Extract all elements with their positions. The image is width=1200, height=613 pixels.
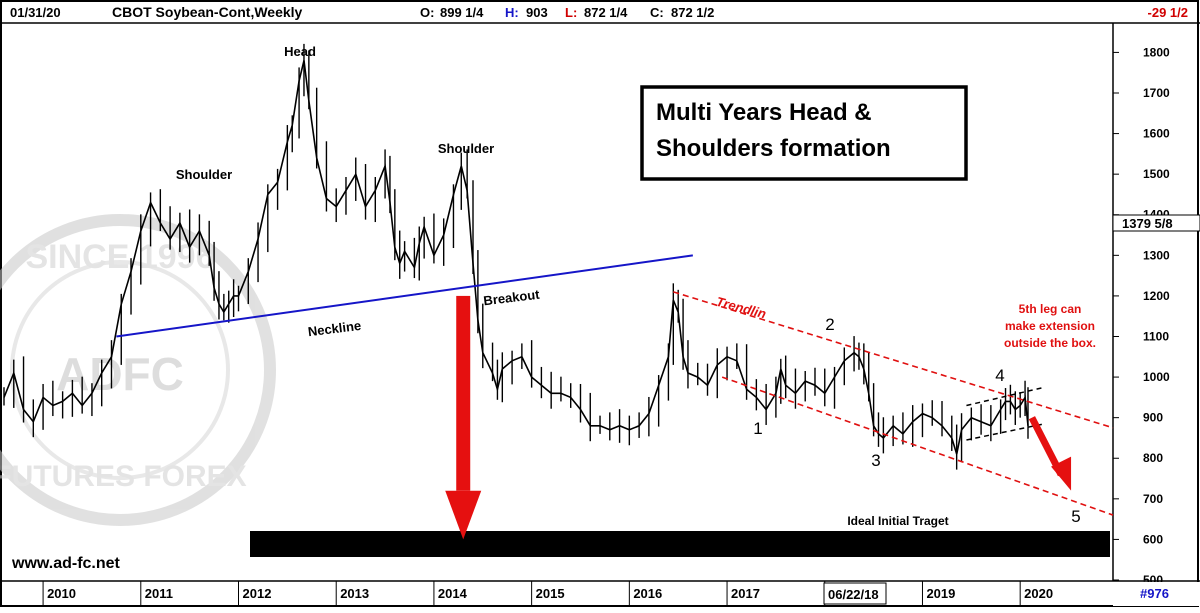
- title-box: [640, 85, 968, 181]
- wave-2-label: 2: [825, 315, 834, 334]
- wave-5-label: 5: [1071, 507, 1080, 526]
- time-axis: 2010201120122013201420152016201720182019…: [42, 581, 1053, 606]
- x-tick-label: 2016: [633, 586, 662, 601]
- lower-trendline: [721, 376, 1114, 516]
- note-line-2: make extension: [1005, 319, 1095, 333]
- wave-3-label: 3: [871, 451, 880, 470]
- neckline-line: [116, 254, 693, 338]
- head-label: Head: [284, 44, 316, 59]
- cursor-date-box: [823, 582, 887, 605]
- price-line: [3, 60, 1029, 455]
- trendline-label: Trendlin: [715, 294, 768, 322]
- y-tick-label: 600: [1143, 532, 1163, 546]
- title-line-1: Multi Years Head &: [656, 99, 872, 126]
- y-tick-label: 1200: [1143, 289, 1170, 303]
- last-price-tag: [1112, 214, 1200, 232]
- note-line-1: 5th leg can: [1019, 302, 1082, 316]
- x-tick-label: 2017: [731, 586, 760, 601]
- y-tick-label: 800: [1143, 451, 1163, 465]
- y-tick-label: 900: [1143, 411, 1163, 425]
- target-arrow-head: [445, 490, 482, 540]
- breakout-label: Breakout: [483, 287, 541, 309]
- x-tick-label: 2010: [47, 586, 76, 601]
- low-value: 872 1/4: [584, 5, 628, 20]
- y-tick-label: 1100: [1143, 329, 1169, 343]
- close-label: C:: [650, 5, 664, 20]
- cursor-date: 06/22/18: [828, 587, 879, 602]
- watermark-bottom: FUTURES FOREX: [0, 460, 247, 493]
- price-axis: 5006007008009001000110012001300140015001…: [1113, 45, 1170, 587]
- website-label: www.ad-fc.net: [11, 555, 121, 572]
- y-tick-label: 1500: [1143, 167, 1170, 181]
- box-bottom-line: [966, 423, 1045, 441]
- title-line-2: Shoulders formation: [656, 135, 891, 162]
- price-series: [3, 43, 1029, 470]
- x-tick-label: 2014: [438, 586, 468, 601]
- y-tick-label: 1700: [1143, 86, 1170, 100]
- wave5-arrow-head: [1051, 456, 1072, 491]
- open-label: O:: [420, 5, 434, 20]
- open-value: 899 1/4: [440, 5, 484, 20]
- y-tick-label: 700: [1143, 492, 1163, 506]
- y-tick-label: 1000: [1143, 370, 1170, 384]
- upper-trendline: [673, 291, 1114, 429]
- watermark-center: ADFC: [56, 348, 184, 400]
- low-label: L:: [565, 5, 577, 20]
- watermark-seal: SINCE 1996 ADFC FUTURES FOREX: [0, 214, 276, 526]
- x-tick-label: 2019: [926, 586, 955, 601]
- neckline-label: Neckline: [307, 318, 362, 339]
- high-value: 903: [526, 5, 548, 20]
- change-value: -29 1/2: [1148, 5, 1188, 20]
- y-tick-label: 1600: [1143, 127, 1170, 141]
- x-tick-label: 2011: [145, 586, 173, 601]
- box-top-line: [966, 386, 1045, 407]
- right-shoulder-label: Shoulder: [438, 141, 494, 156]
- x-tick-label: 2012: [243, 586, 272, 601]
- y-tick-label: 1300: [1143, 248, 1170, 262]
- watermark-top: SINCE 1996: [26, 238, 215, 276]
- last-price-label: 1379 5/8: [1122, 216, 1173, 231]
- wave-4-label: 4: [995, 366, 1004, 385]
- x-tick-label: 2020: [1024, 586, 1053, 601]
- wave-1-label: 1: [753, 419, 762, 438]
- target-bar: [250, 531, 1110, 557]
- close-value: 872 1/2: [671, 5, 714, 20]
- x-tick-label: 2013: [340, 586, 369, 601]
- header-date: 01/31/20: [10, 5, 61, 20]
- high-label: H:: [505, 5, 519, 20]
- header-symbol: CBOT Soybean-Cont,Weekly: [112, 4, 303, 20]
- target-label: Ideal Initial Traget: [847, 514, 948, 528]
- overlays: [116, 254, 1114, 540]
- note-line-3: outside the box.: [1004, 336, 1096, 350]
- x-tick-label: 2015: [536, 586, 565, 601]
- left-shoulder-label: Shoulder: [176, 167, 232, 182]
- y-tick-label: 1800: [1143, 45, 1170, 59]
- chart-id: #976: [1140, 586, 1169, 601]
- target-arrow-shaft: [456, 295, 471, 491]
